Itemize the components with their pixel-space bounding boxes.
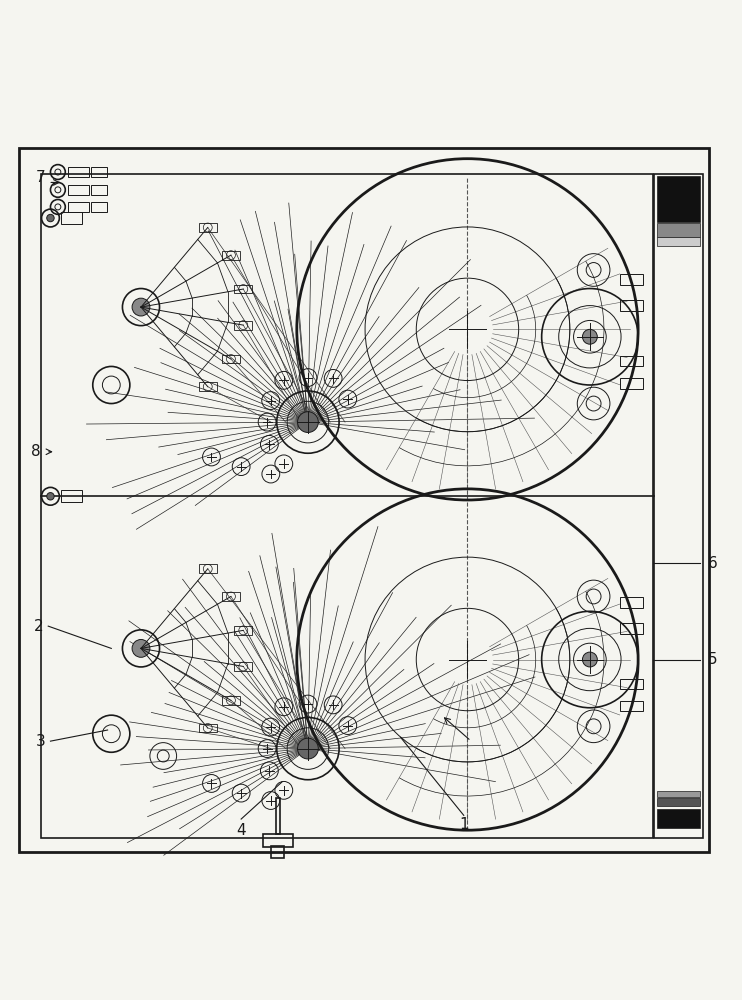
Bar (620, 300, 643, 311)
Circle shape (582, 329, 597, 344)
Bar (199, 223, 217, 232)
Bar (222, 355, 240, 363)
Bar (657, 176, 700, 222)
Bar (91, 202, 107, 212)
Bar (61, 490, 82, 502)
Bar (657, 791, 700, 797)
Bar (41, 174, 653, 838)
Bar (68, 202, 89, 212)
Bar (199, 382, 217, 391)
Bar (234, 662, 252, 671)
Text: 6: 6 (707, 556, 718, 571)
Bar (68, 185, 89, 195)
Circle shape (582, 652, 597, 667)
Bar (620, 274, 643, 285)
Text: 8: 8 (31, 444, 40, 459)
Bar (620, 597, 643, 608)
Bar (199, 564, 217, 573)
Bar (620, 623, 643, 634)
Bar (654, 174, 703, 838)
Bar (657, 237, 700, 246)
Bar (234, 321, 252, 330)
Circle shape (132, 298, 150, 316)
Bar (222, 592, 240, 601)
Bar (222, 696, 240, 705)
Bar (61, 212, 82, 224)
Bar (657, 798, 700, 806)
Bar (276, 798, 280, 834)
Bar (620, 378, 643, 389)
Bar (68, 167, 89, 177)
Text: 4: 4 (237, 823, 246, 838)
Bar (234, 285, 252, 293)
Bar (657, 223, 700, 237)
Text: 1: 1 (459, 817, 468, 832)
Bar (263, 834, 293, 847)
Bar (271, 846, 284, 858)
Bar (199, 724, 217, 732)
Bar (657, 809, 700, 828)
Bar (91, 167, 107, 177)
Bar (91, 185, 107, 195)
Circle shape (47, 214, 54, 222)
Circle shape (298, 738, 318, 759)
Circle shape (298, 412, 318, 432)
Bar (620, 679, 643, 689)
Bar (234, 626, 252, 635)
Circle shape (132, 639, 150, 657)
Text: 2: 2 (34, 619, 43, 634)
Bar (222, 251, 240, 260)
Circle shape (47, 493, 54, 500)
Text: 3: 3 (36, 734, 46, 749)
Text: 5: 5 (708, 652, 717, 667)
Text: 7: 7 (36, 170, 45, 185)
Bar (620, 356, 643, 366)
Bar (620, 701, 643, 711)
